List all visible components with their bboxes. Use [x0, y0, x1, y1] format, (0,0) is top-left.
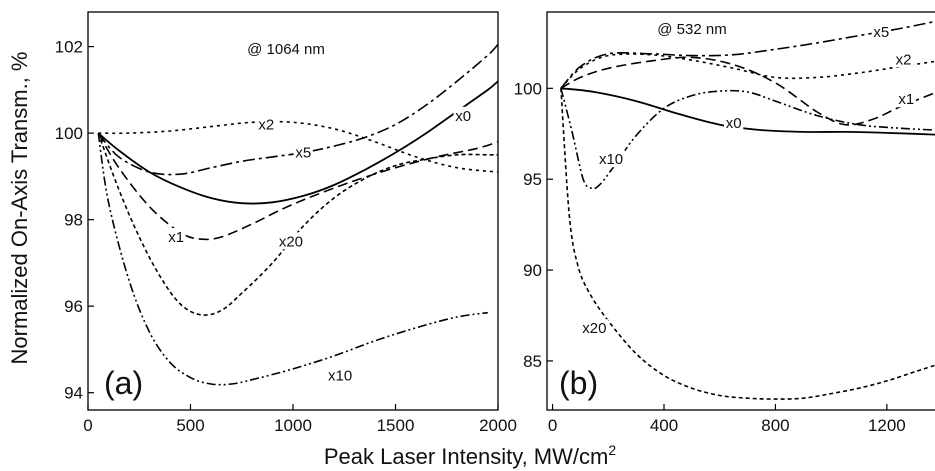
panel-b-y-tick-label: 100	[514, 79, 542, 98]
panel-a-x-tick-label: 500	[176, 416, 204, 435]
panel-a-series-label-x10: x10	[328, 367, 352, 384]
panel-b-series-x2	[560, 53, 935, 89]
panel-b-series-label-bg-x5	[871, 22, 891, 40]
panel-a-y-tick-label: 98	[64, 211, 83, 230]
panel-a-series-label-x0: x0	[455, 108, 471, 125]
x-axis-title: Peak Laser Intensity, MW/cm2	[324, 442, 616, 469]
panel-b-series-label-x2: x2	[896, 51, 912, 68]
x-axis-title-main: Peak Laser Intensity, MW/cm	[324, 444, 608, 469]
y-axis-title: Normalized On-Axis Transm., %	[7, 52, 32, 365]
panel-a: x0 x1 x2 x5 x10 x20 0 500 1000 1500 2000 94 96 98 100 1…	[55, 11, 517, 435]
panel-b-series-x0	[560, 87, 935, 136]
panel-b-series-label-bg-x2	[893, 50, 914, 68]
panel-a-wavelength-annotation: @ 1064 nm	[247, 41, 325, 58]
panel-b-series-label-x5: x5	[873, 24, 889, 41]
panel-b-series-label-x1: x1	[898, 91, 914, 108]
panel-b-series-x10	[560, 88, 935, 190]
panel-a-x-tick-label: 0	[83, 416, 92, 435]
panel-a-series-label-bg-x20	[277, 232, 305, 250]
panel-b-series-x1	[560, 56, 935, 126]
panel-a-series-label-x5: x5	[295, 145, 311, 162]
panel-a-series-label-bg-x5	[293, 143, 313, 161]
panel-a-series-x5	[97, 43, 498, 176]
panel-a-curves	[97, 43, 498, 386]
panel-a-x-tick-label: 1000	[274, 416, 312, 435]
panel-a-x-tick-label: 2000	[479, 416, 517, 435]
panel-b-y-tick-label: 95	[523, 170, 542, 189]
panel-b-series-x20	[560, 88, 935, 400]
panel-b-frame	[546, 11, 935, 411]
panel-b: x0 x1 x2 x5 x10 x20 0 400 800 1200 85 90 95 100 @ 532 …	[514, 11, 935, 435]
panel-b-series-label-bg-x0	[724, 113, 744, 131]
panel-a-series-x10	[97, 132, 488, 386]
panel-a-series-label-x1: x1	[168, 229, 184, 246]
panel-a-series-label-bg-x0	[453, 106, 473, 124]
panel-a-series-x1	[97, 132, 498, 241]
panel-b-curves	[560, 20, 935, 400]
panel-a-label: (a)	[104, 365, 143, 401]
panel-a-y-tick-label: 102	[55, 38, 83, 57]
panel-b-x-tick-label: 400	[650, 416, 678, 435]
panel-b-y-tick-label: 85	[523, 352, 542, 371]
panel-b-series-label-bg-x1	[896, 90, 916, 108]
panel-b-wavelength-annotation: @ 532 nm	[657, 21, 726, 38]
panel-b-series-label-x10: x10	[599, 151, 623, 168]
panel-a-frame	[87, 11, 499, 411]
panel-a-y-tick-label: 100	[55, 124, 83, 143]
panel-b-x-tick-label: 800	[761, 416, 789, 435]
panel-b-x-tick-label: 1200	[868, 416, 906, 435]
panel-a-series-label-bg-x1	[166, 227, 186, 245]
panel-a-x-tick-label: 1500	[377, 416, 415, 435]
panel-b-series-label-x20: x20	[582, 320, 606, 337]
panel-a-series-label-x2: x2	[258, 116, 274, 133]
panel-b-series-label-bg-x10	[597, 150, 625, 168]
panel-b-series-label-x0: x0	[726, 115, 742, 132]
panel-b-label: (b)	[559, 365, 598, 401]
panel-b-x-tick-label: 0	[548, 416, 557, 435]
panel-b-series-label-bg-x20	[580, 319, 609, 337]
panel-a-y-tick-label: 96	[64, 297, 83, 316]
x-axis-title-superscript: 2	[608, 442, 616, 458]
panel-a-series-x0	[97, 80, 498, 205]
panel-a-series-label-x20: x20	[279, 233, 303, 250]
panel-b-y-tick-label: 90	[523, 261, 542, 280]
panel-a-y-tick-label: 94	[64, 384, 83, 403]
panel-a-series-label-bg-x10	[326, 366, 355, 384]
panel-a-series-label-bg-x2	[256, 115, 276, 133]
panel-b-series-x5	[560, 20, 935, 89]
panel-a-series-x20	[97, 132, 498, 316]
